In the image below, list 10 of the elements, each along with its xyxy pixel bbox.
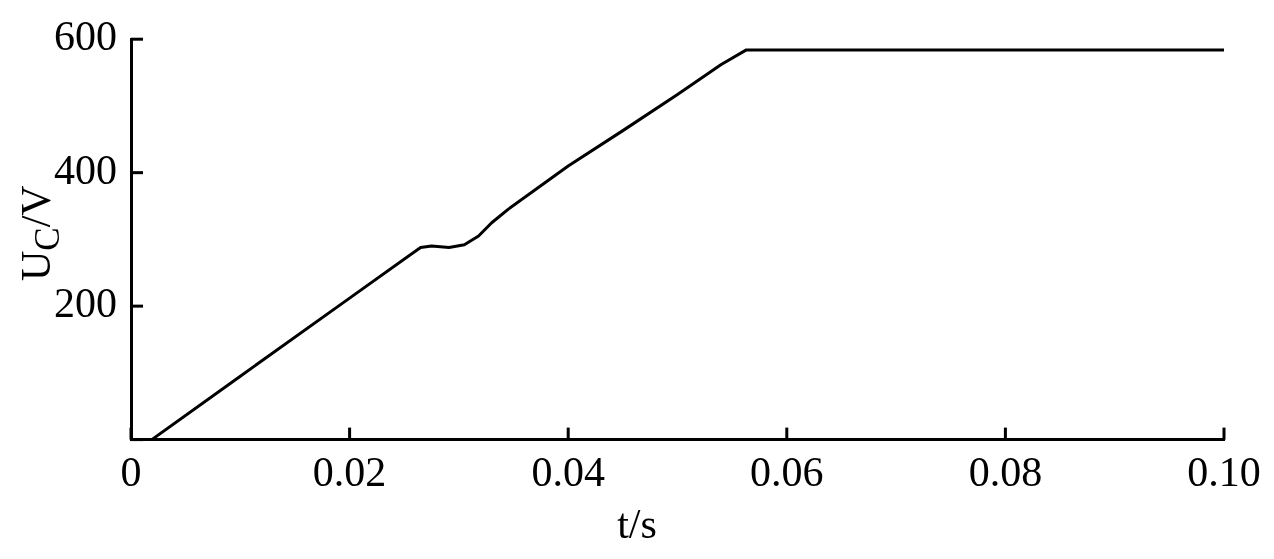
y-tick-label: 600 (54, 13, 117, 60)
y-tick-label: 200 (54, 280, 117, 327)
y-tick-label: 400 (54, 146, 117, 193)
x-tick-label: 0.08 (968, 448, 1043, 495)
x-tick-label: 0.10 (1187, 448, 1261, 495)
x-tick-label: 0.02 (312, 448, 387, 495)
x-tick-label: 0.06 (750, 448, 824, 495)
x-tick-label: 0 (120, 448, 142, 495)
x-tick-label: 0.04 (531, 448, 605, 495)
x-axis-title: t/s (616, 500, 658, 548)
